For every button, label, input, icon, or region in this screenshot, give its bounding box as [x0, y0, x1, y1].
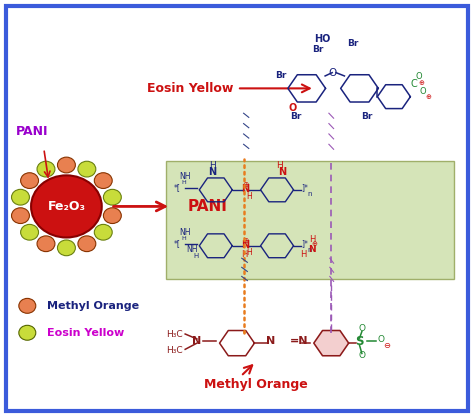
Text: H: H [182, 236, 186, 241]
Text: S: S [356, 334, 364, 347]
Text: N: N [209, 167, 217, 177]
Text: Br: Br [361, 112, 372, 121]
Text: ⊕: ⊕ [312, 241, 318, 247]
Text: n: n [307, 191, 312, 197]
Circle shape [78, 236, 96, 251]
Text: H: H [182, 180, 186, 185]
Text: =N: =N [290, 336, 309, 346]
Circle shape [37, 161, 55, 177]
Text: n: n [307, 247, 312, 253]
Text: ]*: ]* [301, 183, 308, 192]
Text: H: H [276, 161, 283, 170]
Text: H₃C: H₃C [166, 329, 183, 339]
Circle shape [57, 157, 75, 173]
Text: O: O [420, 87, 427, 96]
Circle shape [94, 173, 112, 188]
Text: *[: *[ [173, 183, 180, 192]
Text: H: H [209, 161, 216, 169]
Text: H: H [246, 192, 252, 201]
Circle shape [78, 161, 96, 177]
Polygon shape [314, 331, 349, 356]
Text: N: N [241, 184, 249, 194]
Text: ⊕: ⊕ [419, 80, 425, 86]
Text: Methyl Orange: Methyl Orange [204, 378, 308, 391]
Text: H₃C: H₃C [166, 346, 183, 355]
Text: NH: NH [186, 245, 198, 254]
Text: NH: NH [180, 172, 191, 181]
Text: Methyl Orange: Methyl Orange [47, 301, 139, 311]
Text: ⊖: ⊖ [383, 341, 391, 350]
Circle shape [31, 176, 102, 238]
Text: H: H [246, 248, 252, 257]
Text: Br: Br [312, 45, 324, 53]
Circle shape [11, 189, 29, 205]
FancyBboxPatch shape [166, 161, 454, 279]
Text: O: O [358, 351, 365, 360]
Text: O: O [377, 335, 384, 344]
Text: ⊕: ⊕ [425, 95, 431, 100]
Text: Eosin Yellow: Eosin Yellow [47, 328, 124, 338]
Circle shape [103, 189, 121, 205]
Text: Br: Br [290, 112, 301, 121]
Text: O: O [328, 68, 337, 78]
Text: Eosin Yellow: Eosin Yellow [147, 82, 234, 95]
Circle shape [11, 208, 29, 224]
Text: PANI: PANI [188, 199, 228, 214]
Text: O: O [289, 103, 297, 113]
Text: N: N [192, 336, 201, 346]
Circle shape [94, 224, 112, 240]
Text: *[: *[ [173, 239, 180, 248]
Text: O: O [358, 324, 365, 333]
Text: Fe₂O₃: Fe₂O₃ [47, 200, 85, 213]
Circle shape [19, 325, 36, 340]
Text: O: O [415, 72, 422, 81]
Text: H: H [309, 235, 316, 244]
Text: NH: NH [180, 228, 191, 237]
Text: N: N [309, 246, 316, 254]
Text: PANI: PANI [16, 126, 48, 138]
Text: ⊕: ⊕ [242, 236, 248, 245]
Text: C: C [410, 79, 417, 89]
Text: N: N [266, 336, 275, 346]
Text: ]*: ]* [301, 239, 308, 248]
Text: H: H [300, 250, 306, 259]
Circle shape [19, 299, 36, 313]
Text: N: N [241, 240, 249, 250]
Text: Br: Br [347, 39, 358, 48]
Circle shape [57, 240, 75, 256]
Text: ⊕: ⊕ [242, 180, 248, 189]
Text: H: H [193, 253, 199, 259]
Text: H: H [241, 250, 248, 259]
Text: Br: Br [274, 71, 286, 80]
Circle shape [21, 224, 38, 240]
Text: N: N [278, 168, 286, 178]
Circle shape [21, 173, 38, 188]
Text: HO: HO [314, 34, 330, 44]
Circle shape [103, 208, 121, 224]
Circle shape [37, 236, 55, 251]
